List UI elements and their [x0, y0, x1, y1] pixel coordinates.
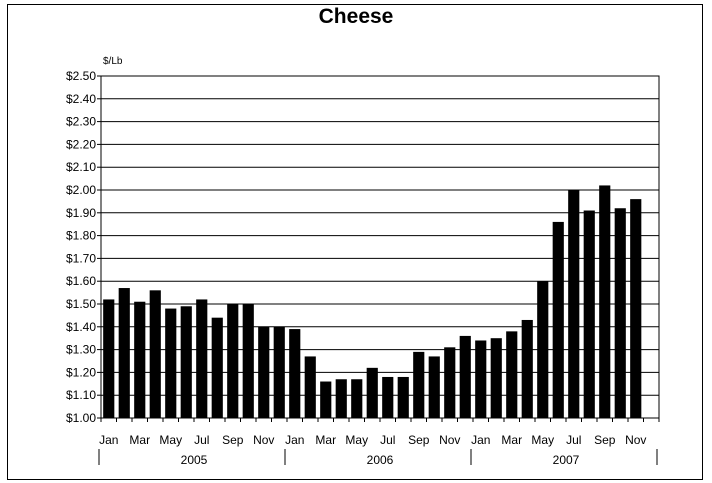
x-tick-label: May: [345, 433, 368, 447]
bar: [366, 367, 378, 418]
y-tick-label: $1.80: [66, 229, 96, 243]
x-tick-label: May: [159, 433, 182, 447]
x-tick-label: Sep: [222, 433, 244, 447]
bar: [630, 199, 642, 418]
bar: [211, 317, 223, 418]
x-tick-label: Mar: [501, 433, 522, 447]
x-tick-label: Mar: [129, 433, 150, 447]
bar: [614, 208, 626, 418]
bar: [351, 379, 363, 418]
bar: [397, 376, 409, 418]
bar: [583, 210, 595, 418]
bar: [304, 356, 316, 418]
y-tick-label: $1.10: [66, 388, 96, 402]
y-tick-label: $2.20: [66, 137, 96, 151]
y-tick-label: $2.50: [66, 69, 96, 83]
bar: [180, 306, 192, 418]
x-tick-label: Sep: [594, 433, 616, 447]
x-tick-label: Jan: [471, 433, 490, 447]
bar: [196, 299, 208, 418]
x-tick-label: Jul: [566, 433, 581, 447]
bar: [118, 288, 130, 418]
bar: [273, 326, 285, 418]
bar: [475, 340, 487, 418]
bar: [506, 331, 518, 418]
bar: [320, 381, 332, 418]
bar: [552, 221, 564, 418]
y-unit-label: $/Lb: [103, 56, 123, 67]
bar: [258, 326, 270, 418]
x-tick-label: Sep: [408, 433, 430, 447]
y-tick-label: $2.00: [66, 183, 96, 197]
bar: [521, 319, 533, 418]
year-label: 2005: [181, 453, 208, 467]
y-tick-label: $2.30: [66, 115, 96, 129]
x-tick-label: Mar: [315, 433, 336, 447]
bar: [444, 347, 456, 418]
y-tick-label: $1.00: [66, 411, 96, 425]
bar: [149, 290, 161, 418]
x-tick-label: Jan: [99, 433, 118, 447]
x-tick-label: Jul: [380, 433, 395, 447]
x-tick-label: Jan: [285, 433, 304, 447]
y-tick-label: $1.60: [66, 274, 96, 288]
bar: [459, 335, 471, 418]
y-tick-label: $1.90: [66, 206, 96, 220]
bar: [568, 190, 580, 418]
bar: [490, 338, 502, 418]
bar: [335, 379, 347, 418]
bar: [289, 329, 301, 418]
bar: [599, 185, 611, 418]
y-tick-label: $1.20: [66, 365, 96, 379]
bar: [165, 308, 177, 418]
bar: [242, 304, 254, 418]
year-label: 2007: [553, 453, 580, 467]
y-tick-label: $1.30: [66, 343, 96, 357]
x-tick-label: Nov: [439, 433, 460, 447]
bar: [413, 351, 425, 418]
bar: [134, 301, 146, 418]
y-tick-label: $1.40: [66, 320, 96, 334]
bar: [382, 376, 394, 418]
y-tick-label: $1.50: [66, 297, 96, 311]
y-tick-label: $2.10: [66, 160, 96, 174]
chart-title: Cheese: [318, 5, 394, 28]
y-tick-label: $2.40: [66, 92, 96, 106]
y-tick-label: $1.70: [66, 251, 96, 265]
bar: [103, 299, 115, 418]
x-tick-label: Jul: [194, 433, 209, 447]
bar: [537, 281, 549, 418]
year-label: 2006: [367, 453, 394, 467]
x-tick-label: Nov: [253, 433, 274, 447]
x-tick-label: May: [531, 433, 554, 447]
bar: [428, 356, 440, 418]
x-tick-label: Nov: [625, 433, 646, 447]
bar: [227, 304, 239, 418]
